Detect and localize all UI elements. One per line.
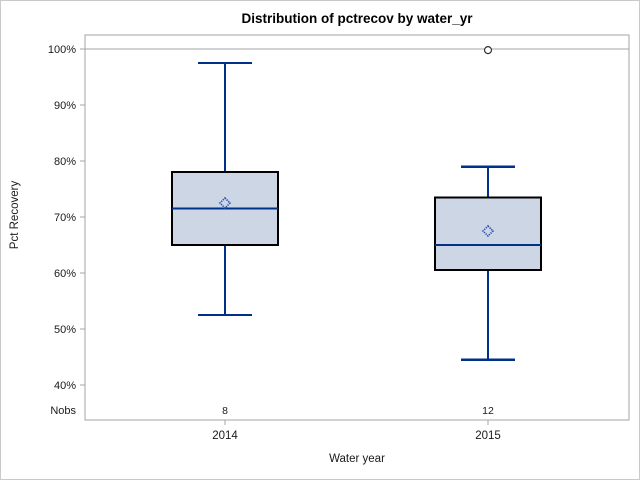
y-tick-label: 70% (54, 212, 76, 224)
y-tick-label: 60% (54, 268, 76, 280)
x-tick-label: 2014 (212, 430, 238, 442)
x-axis-title: Water year (329, 453, 385, 465)
y-tick-label: 90% (54, 100, 76, 112)
outlier-point (483, 46, 493, 55)
box-2015 (434, 196, 542, 272)
y-axis-title: Pct Recovery (9, 181, 21, 250)
plot-frame (84, 34, 630, 421)
mean-diamond (218, 196, 232, 210)
y-tick-label: 40% (54, 380, 76, 392)
y-tick-label: 50% (54, 324, 76, 336)
mean-diamond (481, 224, 495, 238)
nobs-value: 12 (482, 405, 494, 417)
y-tick-label: 80% (54, 156, 76, 168)
nobs-label: Nobs (50, 405, 76, 417)
y-tick-label: 100% (48, 44, 76, 56)
nobs-value: 8 (222, 405, 228, 417)
x-tick-label: 2015 (475, 430, 501, 442)
chart-title: Distribution of pctrecov by water_yr (241, 11, 473, 26)
